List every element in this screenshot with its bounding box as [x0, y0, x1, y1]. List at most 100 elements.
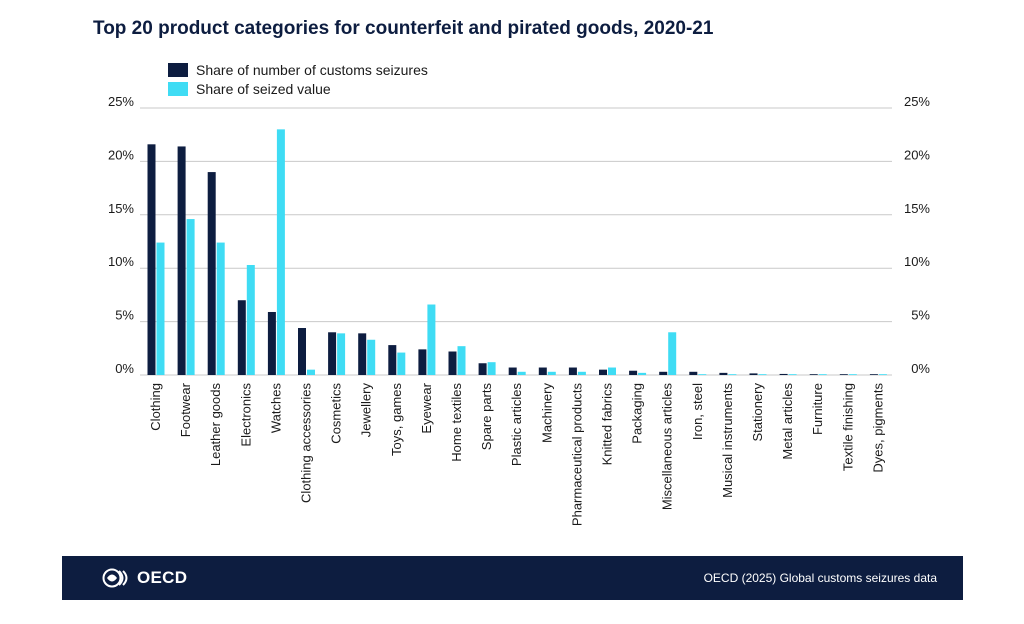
bar-seizures: [388, 345, 397, 375]
footer-banner: OECD OECD (2025) Global customs seizures…: [62, 556, 963, 600]
bar-seizures: [267, 311, 276, 375]
oecd-logo: OECD: [102, 568, 187, 588]
bar-seizures: [237, 300, 246, 375]
bar-value: [367, 339, 376, 375]
bar-seizures: [719, 372, 728, 375]
bar-value: [216, 242, 225, 375]
x-tick-label: Leather goods: [208, 383, 223, 467]
bar-seizures: [448, 351, 457, 375]
bar-value: [577, 371, 586, 375]
bar-seizures: [568, 367, 577, 375]
bar-value: [698, 374, 707, 375]
legend-swatch-seizures: [168, 62, 188, 77]
x-tick-label: Electronics: [238, 383, 253, 447]
bar-value: [728, 374, 737, 375]
legend-item-value: Share of seized value: [168, 79, 428, 98]
bar-value: [517, 371, 526, 375]
bar-value: [246, 264, 255, 375]
bar-value: [307, 369, 315, 375]
source-note: OECD (2025) Global customs seizures data: [703, 571, 937, 585]
bar-value: [878, 374, 887, 375]
legend-item-seizures: Share of number of customs seizures: [168, 60, 428, 79]
x-tick-label: Knitted fabrics: [600, 383, 615, 466]
bar-seizures: [689, 371, 698, 375]
bar-value: [638, 372, 647, 375]
bar-seizures: [508, 367, 517, 375]
bar-value: [818, 374, 827, 375]
bar-value: [547, 371, 556, 375]
y-tick-label-left: 5%: [115, 308, 134, 323]
bar-seizures: [328, 332, 337, 375]
x-tick-label: Dyes, pigments: [870, 383, 885, 473]
bar-seizures: [629, 370, 638, 375]
x-tick-label: Footwear: [178, 382, 193, 437]
bar-seizures: [177, 146, 186, 375]
x-tick-label: Spare parts: [479, 383, 494, 451]
bar-chart: 0% 0% 5% 5% 10% 10% 15% 15% 20% 20% 25% 25% Clothing…: [108, 94, 930, 527]
x-tick-label: Furniture: [810, 383, 825, 435]
x-tick-label: Plastic articles: [509, 383, 524, 467]
x-tick-label: Metal articles: [780, 383, 795, 460]
bar-seizures: [809, 374, 818, 375]
bar-seizures: [779, 373, 788, 375]
y-tick-label-left: 25%: [108, 94, 134, 109]
bar-value: [758, 374, 767, 375]
oecd-globe-icon: [102, 568, 128, 588]
bar-value: [276, 129, 285, 375]
bar-seizures: [358, 333, 367, 375]
x-tick-label: Eyewear: [419, 382, 434, 433]
x-tick-label: Clothing: [148, 383, 163, 431]
x-tick-label: Textile finishing: [840, 383, 855, 471]
x-tick-label: Machinery: [539, 383, 554, 443]
bar-seizures: [839, 374, 848, 375]
legend-label-seizures: Share of number of customs seizures: [196, 61, 428, 78]
bar-seizures: [538, 367, 547, 375]
x-tick-label: Watches: [268, 383, 283, 434]
y-tick-label-left: 20%: [108, 147, 134, 162]
y-tick-label-right: 10%: [904, 254, 930, 269]
bar-value: [668, 332, 677, 375]
x-tick-label: Home textiles: [449, 383, 464, 462]
bar-value: [608, 367, 616, 375]
bar-value: [427, 304, 436, 375]
bar-value: [186, 219, 195, 375]
legend-label-value: Share of seized value: [196, 80, 331, 97]
bar-seizures: [659, 371, 668, 375]
x-tick-label: Clothing accessories: [299, 383, 314, 503]
bar-value: [487, 362, 496, 375]
x-tick-label: Stationery: [750, 383, 765, 442]
x-tick-label: Iron, steel: [690, 383, 705, 440]
x-tick-label: Toys, games: [389, 383, 404, 456]
legend-swatch-value: [168, 81, 188, 96]
bar-value: [397, 352, 406, 375]
y-tick-label-left: 10%: [108, 254, 134, 269]
bar-seizures: [478, 363, 487, 375]
bar-seizures: [599, 369, 607, 375]
bar-seizures: [418, 349, 427, 375]
bar-value: [457, 346, 466, 375]
bar-seizures: [207, 172, 216, 375]
y-tick-label-left: 15%: [108, 201, 134, 216]
x-tick-label: Cosmetics: [329, 383, 344, 444]
bar-value: [848, 374, 857, 375]
legend: Share of number of customs seizures Shar…: [168, 60, 428, 98]
bar-value: [156, 242, 165, 375]
bar-seizures: [147, 144, 156, 375]
chart-title: Top 20 product categories for counterfei…: [93, 18, 714, 39]
x-tick-label: Miscellaneous articles: [660, 383, 675, 511]
y-tick-label-right: 15%: [904, 201, 930, 216]
x-tick-label: Pharmaceutical products: [569, 383, 584, 527]
y-tick-label-right: 25%: [904, 94, 930, 109]
x-tick-label: Jewellery: [359, 383, 374, 438]
oecd-logo-text: OECD: [137, 568, 188, 587]
x-tick-label: Musical instruments: [720, 383, 735, 498]
bar-seizures: [298, 328, 306, 375]
x-tick-label: Packaging: [630, 383, 645, 444]
bar-seizures: [869, 374, 878, 375]
y-tick-label-right: 5%: [911, 308, 930, 323]
bar-value: [337, 333, 346, 375]
y-tick-label-left: 0%: [115, 361, 134, 376]
bar-seizures: [749, 373, 758, 375]
y-tick-label-right: 0%: [911, 361, 930, 376]
y-tick-label-right: 20%: [904, 147, 930, 162]
